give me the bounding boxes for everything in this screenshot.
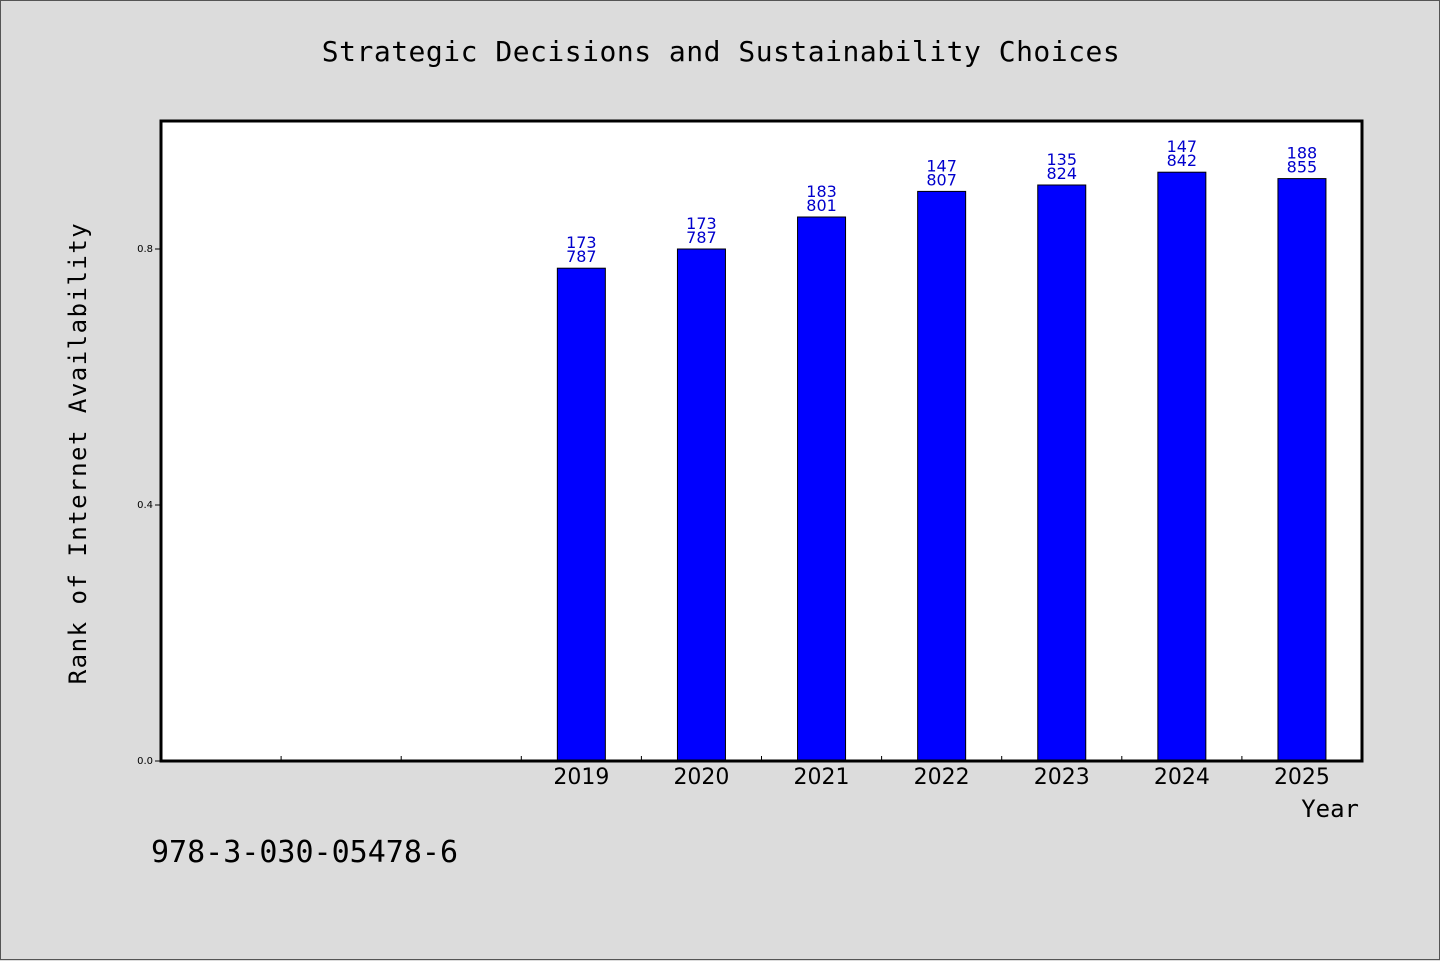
bar-2019 — [556, 267, 606, 762]
bar-label-bottom: 807 — [926, 170, 957, 189]
bar-2025 — [1277, 178, 1327, 762]
bar-label-bottom: 787 — [566, 247, 597, 266]
bar-2021 — [797, 216, 847, 762]
bar-label-top: 147 — [926, 156, 957, 175]
y-tick-label: 0.0 — [137, 756, 153, 767]
x-tick-label: 2019 — [553, 765, 609, 790]
bar-label-bottom: 801 — [806, 196, 837, 215]
bar-label-top: 188 — [1287, 144, 1318, 163]
x-tick-label: 2020 — [673, 765, 729, 790]
chart-title: Strategic Decisions and Sustainability C… — [321, 35, 1121, 68]
x-tick-label: 2021 — [794, 765, 850, 790]
y-tick-label: 0.4 — [137, 500, 153, 511]
bar-label-bottom: 787 — [686, 228, 717, 247]
bar-2020 — [676, 248, 726, 762]
x-tick-label: 2022 — [914, 765, 970, 790]
x-tick-label: 2024 — [1154, 765, 1210, 790]
plot-border — [159, 119, 1364, 763]
bar-2024 — [1157, 171, 1207, 762]
bar-label-bottom: 842 — [1167, 151, 1198, 170]
bar-label-top: 173 — [686, 214, 717, 233]
bar-label-top: 173 — [566, 233, 597, 252]
bar-label-top: 135 — [1046, 150, 1077, 169]
x-tick-label: 2025 — [1274, 765, 1330, 790]
bar-label-bottom: 824 — [1046, 164, 1077, 183]
isbn-text: 978-3-030-05478-6 — [151, 835, 459, 870]
bar-2023 — [1037, 184, 1087, 762]
bar-label-top: 147 — [1167, 137, 1198, 156]
y-tick-label: 0.8 — [137, 244, 153, 255]
x-tick-label: 2023 — [1034, 765, 1090, 790]
bar-label-bottom: 855 — [1287, 158, 1318, 177]
bar-label-top: 183 — [806, 182, 837, 201]
x-axis-label: Year — [1301, 795, 1359, 823]
bar-2022 — [917, 190, 967, 762]
